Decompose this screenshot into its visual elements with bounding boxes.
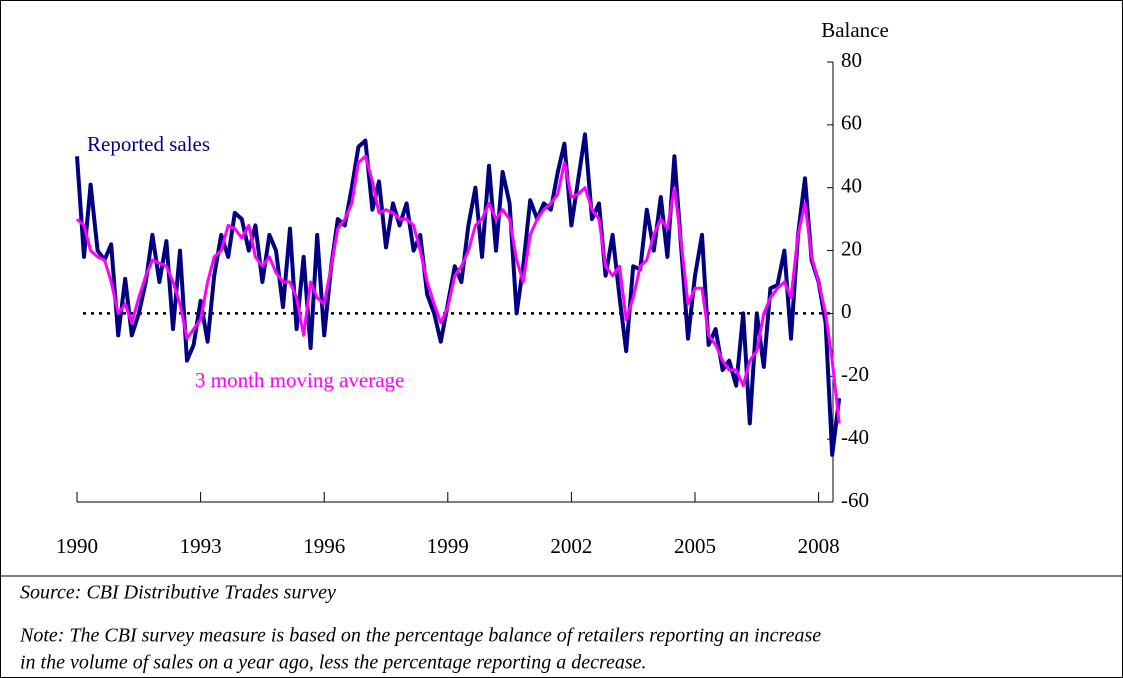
legend-label: 3 month moving average <box>195 368 404 392</box>
x-tick-label: 1993 <box>180 534 222 558</box>
y-tick-label: 80 <box>841 48 862 72</box>
y-tick-label: 20 <box>841 236 862 260</box>
y-tick-label: 60 <box>841 111 862 135</box>
x-tick-label: 2008 <box>798 534 840 558</box>
y-tick-label: -20 <box>841 362 869 386</box>
source: Source: CBI Distributive Trades survey <box>20 582 336 604</box>
series-line <box>75 154 841 424</box>
y-tick-label: 40 <box>841 174 862 198</box>
x-tick-label: 1990 <box>56 534 98 558</box>
legend-label: Reported sales <box>87 132 210 156</box>
x-tick-label: 2005 <box>674 534 716 558</box>
x-tick-label: 1996 <box>303 534 345 558</box>
x-tick-label: 1999 <box>427 534 469 558</box>
y-tick-label: -40 <box>841 425 869 449</box>
y-axis-label: Balance <box>821 18 889 42</box>
note-line: Note: The CBI survey measure is based on… <box>19 625 821 647</box>
y-tick-label: 0 <box>841 299 852 323</box>
y-tick-label: -60 <box>841 488 869 512</box>
series-line <box>75 132 842 457</box>
note-line: in the volume of sales on a year ago, le… <box>20 652 647 674</box>
x-tick-label: 2002 <box>550 534 592 558</box>
